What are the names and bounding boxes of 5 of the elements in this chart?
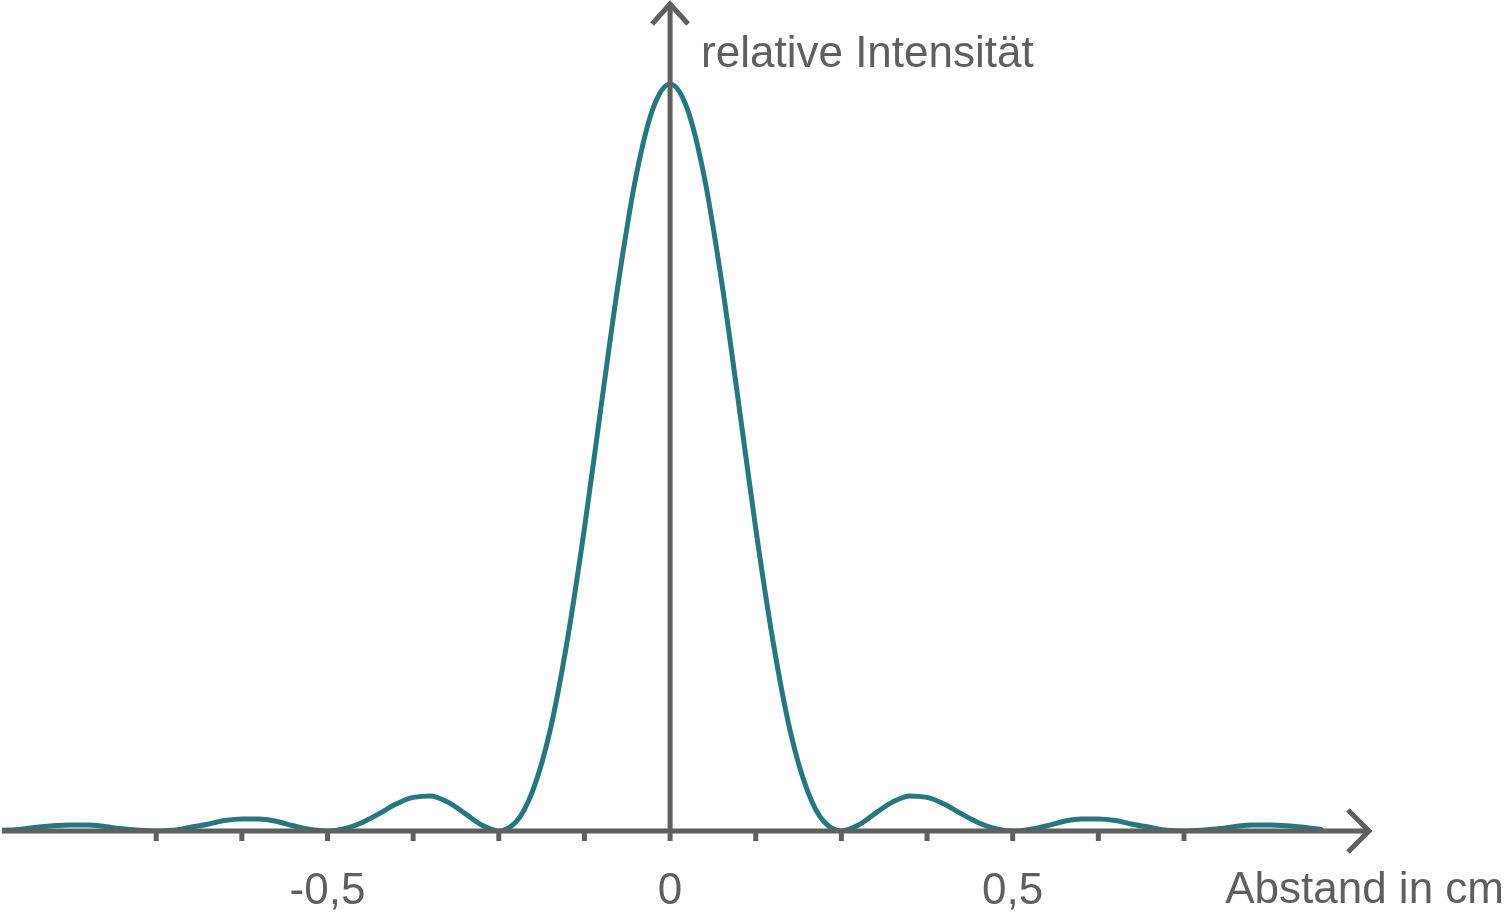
x-tick-label: -0,5 xyxy=(289,864,366,914)
x-axis-title: Abstand in cm xyxy=(1225,863,1504,912)
x-tick-label: 0,5 xyxy=(982,864,1044,914)
y-axis-title: relative Intensität xyxy=(701,27,1034,76)
x-tick-label: 0 xyxy=(657,864,683,914)
